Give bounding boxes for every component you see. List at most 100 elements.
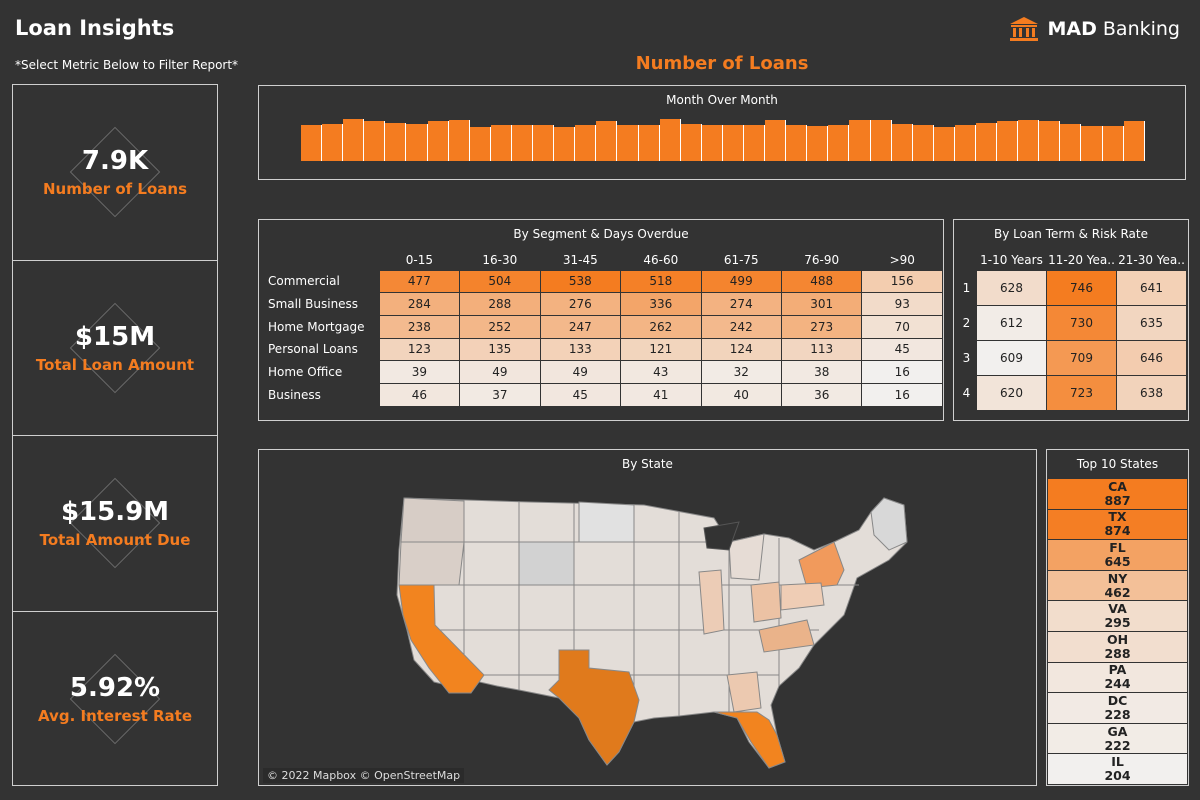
heatmap-cell[interactable]: 284 (378, 292, 461, 316)
month-bar[interactable] (575, 124, 597, 161)
heatmap-cell[interactable]: 39 (378, 360, 461, 384)
us-map[interactable] (259, 450, 1036, 785)
month-bar[interactable] (554, 126, 576, 161)
heatmap-cell[interactable]: 40 (700, 382, 782, 407)
month-bar[interactable] (786, 124, 808, 161)
top-state-item[interactable]: IL 204 (1048, 754, 1187, 785)
heatmap-cell[interactable]: 709 (1046, 339, 1117, 376)
heatmap-cell[interactable]: 723 (1046, 374, 1117, 411)
heatmap-cell[interactable]: 477 (378, 269, 461, 294)
heatmap-cell[interactable]: 70 (861, 314, 943, 339)
heatmap-cell[interactable]: 242 (700, 314, 782, 339)
heatmap-cell[interactable]: 121 (620, 337, 702, 362)
heatmap-cell[interactable]: 276 (539, 292, 622, 316)
heatmap-cell[interactable]: 124 (700, 337, 782, 362)
month-bar[interactable] (680, 124, 702, 161)
top-state-item[interactable]: CA 887 (1048, 479, 1187, 510)
month-bar[interactable] (807, 126, 829, 161)
heatmap-cell[interactable]: 38 (780, 360, 863, 384)
top-state-item[interactable]: PA 244 (1048, 662, 1187, 694)
month-bar[interactable] (954, 125, 976, 161)
top-state-item[interactable]: DC 228 (1048, 693, 1187, 724)
heatmap-cell[interactable]: 609 (976, 339, 1047, 376)
top-state-item[interactable]: GA 222 (1048, 723, 1187, 755)
kpi-avg-interest-rate[interactable]: 5.92% Avg. Interest Rate (13, 612, 217, 788)
heatmap-cell[interactable]: 46 (378, 382, 461, 407)
month-bar[interactable] (511, 125, 534, 161)
heatmap-cell[interactable]: 16 (861, 360, 943, 384)
heatmap-cell[interactable]: 135 (459, 337, 541, 362)
heatmap-cell[interactable]: 273 (780, 314, 863, 339)
month-bar[interactable] (1081, 125, 1103, 161)
month-bar[interactable] (765, 120, 787, 161)
heatmap-cell[interactable]: 156 (861, 269, 943, 294)
kpi-number-of-loans[interactable]: 7.9K Number of Loans (13, 85, 217, 261)
month-bar[interactable] (638, 125, 660, 161)
heatmap-cell[interactable]: 620 (976, 374, 1047, 411)
month-bar[interactable] (406, 124, 428, 161)
month-bar[interactable] (722, 124, 744, 161)
heatmap-cell[interactable]: 49 (459, 360, 541, 384)
heatmap-cell[interactable]: 628 (976, 269, 1047, 306)
top-state-item[interactable]: NY 462 (1048, 570, 1187, 602)
month-bar[interactable] (870, 120, 892, 161)
heatmap-cell[interactable]: 730 (1046, 304, 1117, 341)
month-bar[interactable] (1018, 120, 1040, 161)
month-bar[interactable] (469, 126, 491, 161)
month-bar[interactable] (617, 124, 639, 161)
heatmap-cell[interactable]: 37 (459, 382, 541, 407)
heatmap-cell[interactable]: 113 (780, 337, 863, 362)
heatmap-cell[interactable]: 252 (459, 314, 541, 339)
heatmap-cell[interactable]: 262 (620, 314, 702, 339)
heatmap-cell[interactable]: 123 (378, 337, 461, 362)
heatmap-cell[interactable]: 538 (539, 269, 622, 294)
month-bar[interactable] (490, 125, 512, 161)
month-bar[interactable] (891, 124, 913, 161)
heatmap-cell[interactable]: 49 (539, 360, 622, 384)
top-state-item[interactable]: OH 288 (1048, 631, 1187, 663)
heatmap-cell[interactable]: 288 (459, 292, 541, 316)
heatmap-cell[interactable]: 274 (700, 292, 782, 316)
top-state-item[interactable]: TX 874 (1048, 509, 1187, 541)
heatmap-cell[interactable]: 638 (1116, 374, 1187, 411)
month-bar[interactable] (385, 122, 407, 161)
kpi-total-amount-due[interactable]: $15.9M Total Amount Due (13, 436, 217, 612)
heatmap-cell[interactable]: 16 (861, 382, 943, 407)
month-bar[interactable] (343, 119, 365, 161)
heatmap-cell[interactable]: 36 (780, 382, 863, 407)
month-bar[interactable] (427, 120, 449, 161)
heatmap-cell[interactable]: 746 (1046, 269, 1117, 306)
month-bar[interactable] (659, 118, 681, 161)
heatmap-cell[interactable]: 238 (378, 314, 461, 339)
heatmap-cell[interactable]: 499 (700, 269, 782, 294)
heatmap-cell[interactable]: 45 (861, 337, 943, 362)
month-bar[interactable] (1102, 126, 1124, 161)
month-bar[interactable] (997, 121, 1019, 161)
month-bar[interactable] (322, 124, 344, 161)
heatmap-cell[interactable]: 635 (1116, 304, 1187, 341)
month-bar[interactable] (448, 120, 470, 161)
month-bar[interactable] (1039, 121, 1061, 161)
heatmap-cell[interactable]: 93 (861, 292, 943, 316)
heatmap-cell[interactable]: 504 (459, 269, 541, 294)
heatmap-cell[interactable]: 32 (700, 360, 782, 384)
month-bar[interactable] (1123, 120, 1145, 161)
heatmap-cell[interactable]: 488 (780, 269, 863, 294)
heatmap-cell[interactable]: 641 (1116, 269, 1187, 306)
top-state-item[interactable]: VA 295 (1048, 601, 1187, 632)
map-credit[interactable]: © 2022 Mapbox © OpenStreetMap (263, 768, 465, 783)
month-bar[interactable] (596, 120, 618, 161)
month-bar[interactable] (701, 125, 723, 161)
heatmap-cell[interactable]: 43 (620, 360, 702, 384)
month-bar[interactable] (933, 126, 955, 161)
month-bar[interactable] (1060, 124, 1082, 161)
month-bar[interactable] (533, 125, 555, 161)
heatmap-cell[interactable]: 301 (780, 292, 863, 316)
heatmap-cell[interactable]: 336 (620, 292, 702, 316)
month-bar[interactable] (849, 120, 871, 161)
heatmap-cell[interactable]: 518 (620, 269, 702, 294)
heatmap-cell[interactable]: 41 (620, 382, 702, 407)
heatmap-cell[interactable]: 612 (976, 304, 1047, 341)
kpi-total-loan-amount[interactable]: $15M Total Loan Amount (13, 261, 217, 436)
month-bar[interactable] (743, 124, 766, 161)
